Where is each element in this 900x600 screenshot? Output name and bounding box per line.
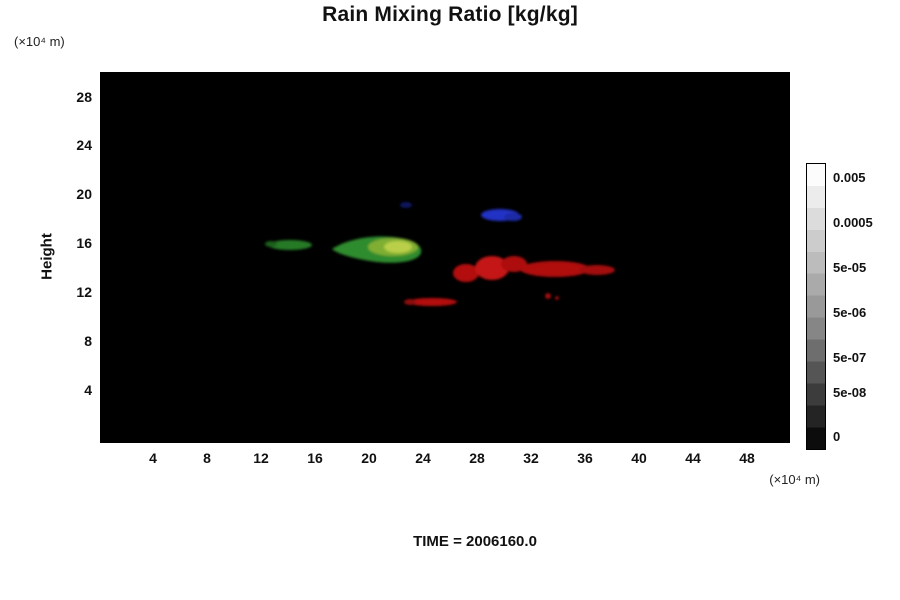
y-tick-28: 28 xyxy=(76,89,92,105)
x-tick-8: 8 xyxy=(203,450,211,466)
x-tick-36: 36 xyxy=(577,450,593,466)
x-axis-units: (×10⁴ m) xyxy=(769,472,820,487)
chart-title: Rain Mixing Ratio [kg/kg] xyxy=(322,3,578,26)
colorbar-label-0.005: 0.005 xyxy=(833,170,866,185)
y-axis-label: Height xyxy=(38,233,56,280)
colorbar-label-5e-07: 5e-07 xyxy=(833,350,867,365)
blue-contour-region xyxy=(400,202,522,221)
x-tick-20: 20 xyxy=(361,450,377,466)
x-tick-16: 16 xyxy=(307,450,323,466)
x-tick-28: 28 xyxy=(469,450,485,466)
colorbar-label-5e-08: 5e-08 xyxy=(833,385,867,400)
colorbar-label-5e-05: 5e-05 xyxy=(833,260,867,275)
colorbar-label-0.0005: 0.0005 xyxy=(833,215,873,230)
x-tick-12: 12 xyxy=(253,450,269,466)
red-contour-region xyxy=(404,256,615,306)
x-tick-4: 4 xyxy=(149,450,157,466)
time-label: TIME = 2006160.0 xyxy=(413,533,537,550)
colorbar xyxy=(806,163,826,450)
y-tick-12: 12 xyxy=(76,284,92,300)
plot-area xyxy=(100,72,790,443)
colorbar-label-5e-06: 5e-06 xyxy=(833,305,867,320)
x-tick-32: 32 xyxy=(523,450,539,466)
y-tick-4: 4 xyxy=(84,382,92,398)
contour-layer xyxy=(265,202,615,306)
y-tick-16: 16 xyxy=(76,235,92,251)
x-tick-24: 24 xyxy=(415,450,431,466)
green-contour-region xyxy=(265,236,422,263)
x-tick-40: 40 xyxy=(631,450,647,466)
y-tick-24: 24 xyxy=(76,137,92,153)
x-tick-48: 48 xyxy=(739,450,755,466)
colorbar-label-0: 0 xyxy=(833,429,841,444)
x-tick-44: 44 xyxy=(685,450,701,466)
y-tick-8: 8 xyxy=(84,333,92,349)
y-axis-units: (×10⁴ m) xyxy=(14,34,65,49)
y-tick-20: 20 xyxy=(76,186,92,202)
